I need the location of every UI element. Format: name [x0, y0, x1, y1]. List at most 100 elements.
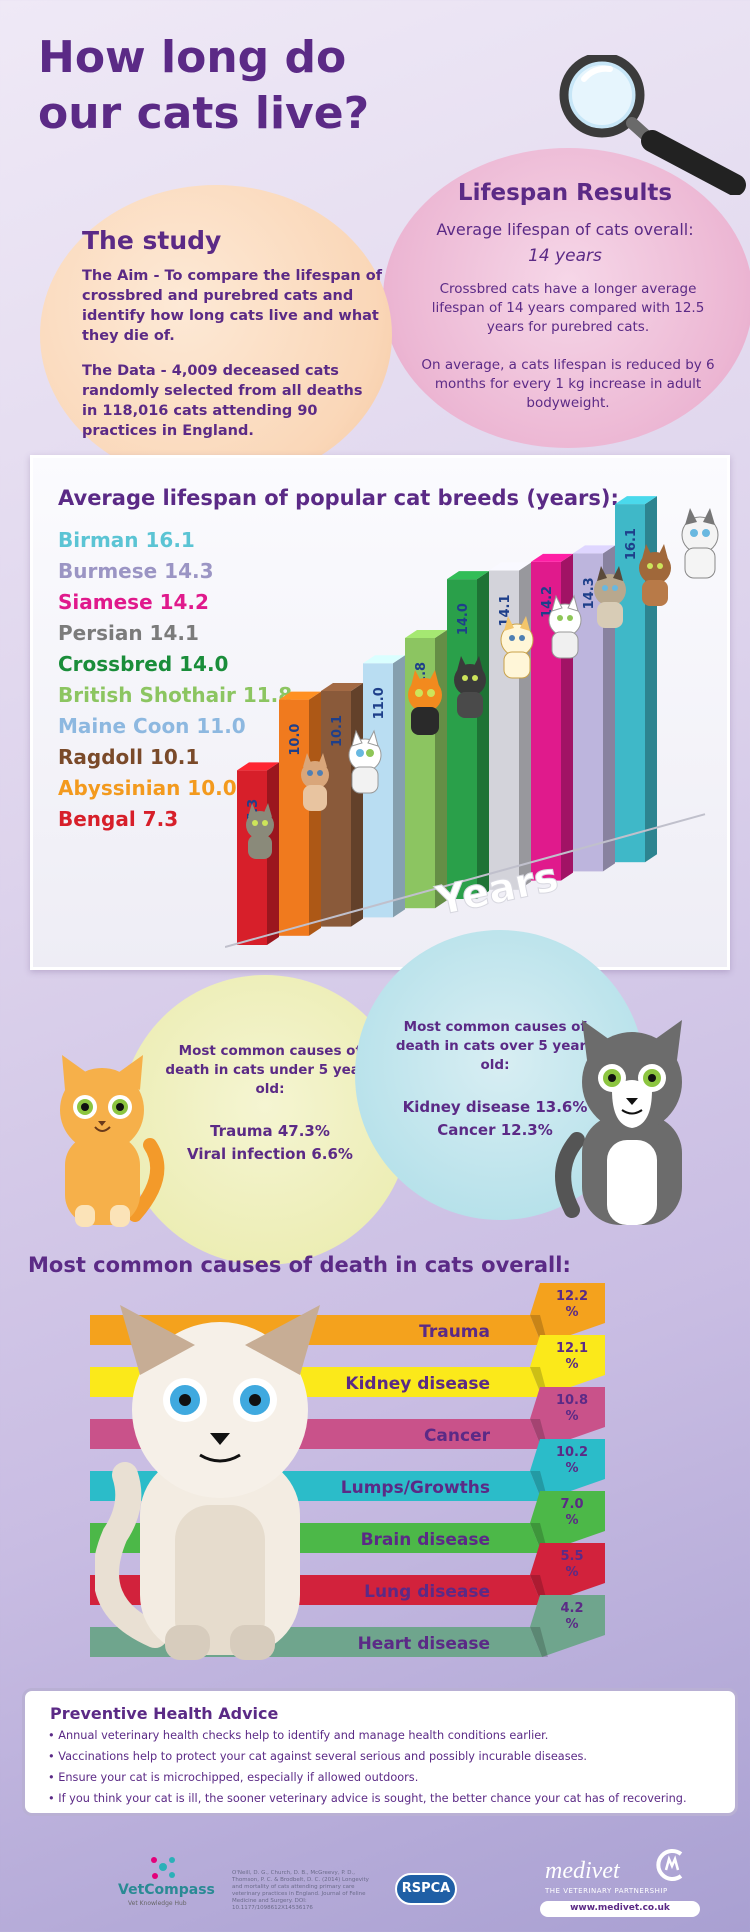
study-data-text: The Data - 4,009 deceased cats randomly … [82, 363, 363, 439]
cause-name: Lumps/Growths [341, 1478, 490, 1498]
breed-lifespan-chart: 7.310.010.111.011.814.014.114.214.316.1 … [225, 496, 719, 948]
abyssinian-cat-icon [301, 753, 329, 811]
breed-legend-item: Ragdoll 10.1 [58, 745, 200, 769]
overall-causes-heading: Most common causes of death in cats over… [28, 1253, 571, 1277]
bar-top [237, 762, 279, 771]
bar-top [405, 629, 447, 638]
over-five-heading: Most common causes of death in cats over… [395, 1019, 595, 1073]
white-cat-icon [348, 729, 382, 794]
bar-ragdoll: 10.1 [321, 683, 363, 927]
bodyweight-text: On average, a cats lifespan is reduced b… [421, 357, 715, 411]
bar-top [531, 553, 573, 562]
bar-top [447, 571, 489, 580]
breed-legend-item: Burmese 14.3 [58, 559, 214, 583]
page-title: How long do our cats live? [38, 32, 370, 139]
bar-siamese: 14.2 [531, 553, 573, 881]
under-five-heading: Most common causes of death in cats unde… [165, 1043, 375, 1097]
breed-legend-item: British Shothair 11.8 [58, 683, 293, 707]
cause-percent-tab [530, 1491, 605, 1553]
advice-item: • Vaccinations help to protect your cat … [48, 1750, 588, 1763]
bar-value-label: 16.1 [624, 528, 639, 560]
medivet-url-pill [540, 1901, 700, 1917]
bar-value-label: 14.3 [582, 577, 597, 609]
bar-front [489, 570, 519, 890]
bar-top [279, 691, 321, 700]
cause-percent-sign: % [565, 1513, 578, 1528]
bar-front [447, 579, 477, 899]
cause-percent-tab [530, 1387, 605, 1449]
medivet-tagline: THE VETERINARY PARTNERSHIP [545, 1887, 668, 1895]
lifespan-results-bubble [383, 148, 750, 448]
cause-percent-tab [530, 1543, 605, 1605]
vetcompass-logo-icon [151, 1857, 175, 1879]
bar-british-shothair: 11.8 [405, 629, 447, 909]
bar-side [351, 683, 363, 927]
cream-cat-icon [500, 616, 534, 679]
bar-front [321, 691, 351, 927]
bar-value-label: 10.0 [288, 724, 303, 756]
cause-percent: 7.0 [560, 1497, 583, 1512]
breed-legend-item: Bengal 7.3 [58, 807, 179, 831]
bar-persian: 14.1 [489, 562, 531, 890]
results-heading: Lifespan Results [457, 180, 673, 206]
breeds-heading: Average lifespan of popular cat breeds (… [58, 486, 619, 510]
bar-top [489, 562, 531, 571]
medivet-url-link[interactable]: www.medivet.co.uk [570, 1903, 670, 1913]
breed-legend-item: Persian 14.1 [58, 621, 199, 645]
footer: VetCompass Vet Knowledge Hub O'Neill, D.… [0, 1840, 750, 1932]
vetcompass-tagline: Vet Knowledge Hub [128, 1900, 187, 1907]
burmese-cat-icon [639, 544, 671, 606]
cause-percent-sign: % [565, 1617, 578, 1632]
bar-side [393, 655, 405, 918]
cause-percent: 4.2 [560, 1601, 583, 1616]
cause-percent-sign: % [565, 1305, 578, 1320]
bar-top [321, 683, 363, 692]
bar-front [279, 699, 309, 936]
advice-heading: Preventive Health Advice [50, 1704, 279, 1723]
cause-percent: 12.2 [556, 1289, 588, 1304]
bar-value-label: 14.2 [540, 586, 555, 618]
under-five-trauma: Trauma 47.3% [210, 1122, 330, 1140]
bar-top [573, 545, 615, 554]
breed-legend-item: Crossbred 14.0 [58, 652, 229, 676]
advice-item: • Ensure your cat is microchipped, espec… [48, 1771, 419, 1784]
chart-floor-line [225, 813, 706, 948]
breed-legend-item: Birman 16.1 [58, 528, 195, 552]
bar-side [267, 762, 279, 945]
bar-value-label: 14.0 [456, 603, 471, 635]
advice-box [22, 1688, 738, 1816]
cause-name: Kidney disease [345, 1374, 490, 1394]
average-lifespan-value: 14 years [528, 246, 602, 266]
siamese-cat-icon [594, 566, 626, 628]
persian-cat-icon [548, 594, 582, 659]
tabby-cat-icon [246, 803, 274, 859]
cause-name: Brain disease [361, 1530, 490, 1550]
orange-kitten-icon [60, 1055, 165, 1227]
breed-legend-item: Maine Coon 11.0 [58, 714, 246, 738]
cause-percent-sign: % [565, 1565, 578, 1580]
cause-percent-tab [530, 1595, 605, 1657]
over-five-kidney: Kidney disease 13.6% [402, 1098, 588, 1116]
bar-abyssinian: 10.0 [279, 691, 321, 936]
advice-item: • Annual veterinary health checks help t… [48, 1729, 549, 1742]
breed-legend-item: Abyssinian 10.0 [58, 776, 237, 800]
cream-cat-large-icon [95, 1305, 320, 1660]
bar-top [615, 496, 657, 505]
citation-text: O'Neill, D. G., Church, D. B., McGreevy,… [232, 1870, 369, 1911]
rspca-logo-text: RSPCA [401, 1881, 451, 1896]
grey-cat-icon [555, 1020, 682, 1225]
bar-side [309, 691, 321, 936]
bar-side [477, 571, 489, 899]
birman-cat-icon [681, 508, 719, 579]
cause-percent: 10.2 [556, 1445, 588, 1460]
orange-tabby-cat-icon [408, 670, 442, 735]
bar-side [519, 562, 531, 890]
cause-percent: 12.1 [556, 1341, 588, 1356]
bar-crossbred: 14.0 [447, 571, 489, 899]
cause-percent-sign: % [565, 1409, 578, 1424]
bar-top [363, 655, 405, 664]
cause-name: Lung disease [364, 1582, 490, 1602]
bar-value-label: 10.1 [330, 715, 345, 747]
black-cat-icon [454, 656, 486, 718]
cause-percent: 5.5 [560, 1549, 583, 1564]
